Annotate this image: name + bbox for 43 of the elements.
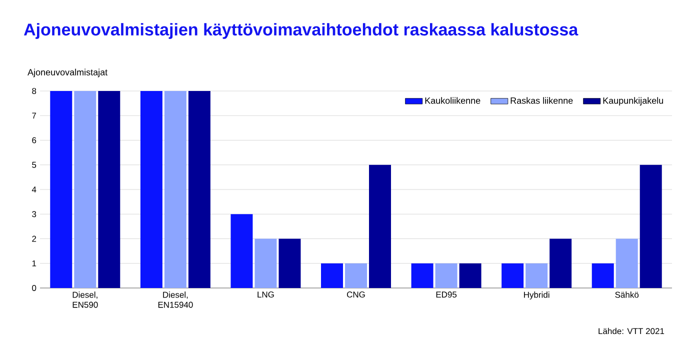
bar (50, 91, 72, 288)
x-tick-label: CNG (346, 292, 365, 298)
bar (616, 238, 638, 288)
y-tick-label: 4 (32, 186, 36, 192)
y-tick-label: 5 (32, 162, 36, 168)
bar (140, 91, 162, 288)
bar (164, 91, 186, 288)
y-tick-label: 6 (32, 137, 36, 144)
bar (188, 91, 210, 288)
x-tick-label: Diesel, EN15940 (158, 292, 193, 308)
legend-label: Kaukoliikenne (425, 97, 480, 104)
text: Lähde: VTT 2021 (598, 328, 664, 334)
y-tick-label: 0 (32, 284, 36, 292)
chart-title: Ajoneuvovalmistajien käyttövoimavaihtoehdot raskaassa kalustossa (24, 23, 578, 39)
bar (230, 214, 253, 288)
bar (278, 238, 301, 288)
bar (321, 263, 343, 288)
bar (98, 91, 120, 288)
bar (640, 164, 662, 288)
y-tick-label: 7 (32, 112, 36, 119)
y-tick-label: 3 (32, 211, 36, 218)
bar (526, 263, 548, 288)
bar (411, 263, 434, 288)
legend-label: Raskas liikenne (510, 97, 573, 104)
bar (345, 263, 367, 288)
y-tick-label: 8 (32, 88, 36, 94)
bar (550, 238, 572, 288)
x-tick-label: Hybridi (524, 292, 550, 300)
y-tick-label: 2 (32, 236, 36, 242)
y-axis-title: Ajoneuvovalmistajat (28, 68, 108, 78)
x-tick-label: Sähkö (615, 292, 639, 298)
x-tick-label: Diesel, EN590 (72, 292, 98, 308)
bar (254, 238, 277, 288)
bar (592, 263, 614, 288)
bar (74, 91, 96, 288)
bar (502, 263, 524, 288)
x-tick-label: ED95 (436, 292, 457, 298)
y-tick-label: 1 (32, 260, 36, 266)
bar (435, 263, 458, 288)
x-tick-label: LNG (258, 292, 274, 298)
bar (459, 263, 482, 288)
bar (369, 164, 391, 288)
legend-label: Kaupunkijakelu (603, 97, 664, 106)
